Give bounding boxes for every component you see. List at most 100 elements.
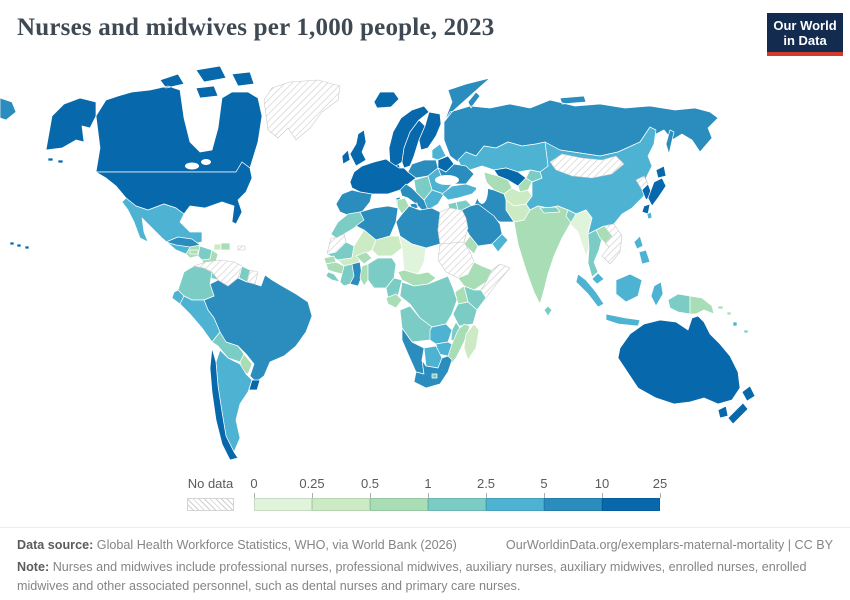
region-burkina-faso[interactable] [355, 251, 373, 265]
region-sakhalin[interactable] [665, 129, 675, 155]
footer: Data source: Global Health Workforce Sta… [0, 527, 850, 596]
great-lakes-west [185, 162, 199, 170]
region-uruguay[interactable] [248, 379, 261, 391]
region-central-europe[interactable] [407, 159, 439, 179]
region-hawaii[interactable] [9, 241, 30, 250]
region-uk[interactable] [349, 129, 367, 167]
caspian-sea [476, 176, 488, 204]
legend-band-6[interactable] [544, 498, 602, 511]
owid-logo[interactable]: Our World in Data [767, 13, 843, 56]
legend-tick-label: 0 [250, 476, 258, 491]
legend-band-1[interactable] [254, 498, 312, 511]
legend-tick-label: 2.5 [476, 476, 496, 491]
region-saudi-arabia[interactable] [461, 203, 503, 247]
region-colombia[interactable] [177, 265, 215, 301]
legend-no-data-swatch[interactable] [187, 498, 234, 511]
region-kazakhstan[interactable] [457, 141, 549, 173]
legend-band-7[interactable] [602, 498, 660, 511]
page-title: Nurses and midwives per 1,000 people, 20… [17, 14, 495, 41]
region-malaysia[interactable] [591, 272, 605, 285]
legend-tick-mark [660, 493, 661, 498]
region-dr-congo[interactable] [399, 275, 458, 328]
region-vanuatu[interactable] [732, 321, 738, 327]
region-indonesia[interactable] [575, 273, 664, 327]
region-suriname[interactable] [246, 269, 259, 285]
region-yemen[interactable] [463, 235, 479, 255]
header: Nurses and midwives per 1,000 people, 20… [17, 14, 750, 42]
legend-band-5[interactable] [486, 498, 544, 511]
region-greece[interactable] [423, 189, 445, 211]
data-source-line: Data source: Global Health Workforce Sta… [17, 536, 457, 555]
region-tanzania[interactable] [452, 301, 478, 327]
black-sea [435, 175, 459, 185]
owid-logo-line1: Our World [773, 18, 837, 33]
region-chile[interactable] [209, 347, 239, 461]
region-papua-new-guinea[interactable] [689, 295, 715, 315]
region-madagascar[interactable] [463, 323, 480, 361]
legend-tick-label: 10 [594, 476, 610, 491]
region-baltics[interactable] [431, 143, 447, 161]
legend-tick-mark [312, 493, 313, 498]
region-jamaica[interactable] [189, 249, 199, 255]
region-oman[interactable] [491, 233, 509, 253]
region-venezuela[interactable] [193, 259, 243, 287]
region-south-africa[interactable] [413, 355, 453, 389]
region-vietnam-cambodia[interactable] [601, 223, 623, 265]
region-philippines[interactable] [633, 235, 651, 265]
legend-tick-label: 1 [424, 476, 432, 491]
region-canada[interactable] [95, 65, 263, 173]
region-finland[interactable] [418, 111, 442, 151]
region-sri-lanka[interactable] [543, 305, 553, 317]
region-nigeria[interactable] [367, 257, 397, 289]
region-tajikistan[interactable] [517, 177, 533, 193]
region-dominican-republic[interactable] [220, 242, 231, 251]
region-puerto-rico[interactable] [237, 245, 246, 251]
legend-tick-label: 0.5 [360, 476, 380, 491]
data-source-text: Global Health Workforce Statistics, WHO,… [96, 538, 457, 552]
region-ireland[interactable] [341, 149, 351, 165]
region-west-papua[interactable] [667, 293, 691, 315]
owid-link[interactable]: OurWorldinData.org/exemplars-maternal-mo… [505, 538, 833, 552]
region-congo-gabon[interactable] [385, 293, 403, 309]
region-greenland[interactable] [263, 79, 341, 141]
region-zambia[interactable] [429, 323, 453, 345]
region-iberia[interactable] [335, 189, 373, 217]
region-morocco[interactable] [330, 211, 365, 239]
region-central-african-republic[interactable] [397, 269, 437, 287]
owid-logo-line2: in Data [783, 33, 827, 48]
region-cuba[interactable] [165, 236, 201, 248]
region-somalia[interactable] [480, 263, 511, 299]
region-new-zealand[interactable] [727, 385, 756, 425]
great-lakes-east [201, 159, 211, 165]
region-tunisia[interactable] [396, 197, 410, 215]
legend-tick-mark [428, 493, 429, 498]
region-cameroon[interactable] [385, 277, 403, 299]
region-iceland[interactable] [373, 91, 400, 109]
legend-tick-label: 5 [540, 476, 548, 491]
region-haiti[interactable] [213, 243, 222, 251]
region-alaska[interactable] [45, 97, 97, 164]
region-egypt[interactable] [437, 207, 469, 245]
region-mongolia[interactable] [549, 153, 625, 179]
region-sierra-leone-liberia[interactable] [325, 271, 341, 283]
legend-band-2[interactable] [312, 498, 370, 511]
legend-tick-label: 0.25 [299, 476, 325, 491]
region-australia[interactable] [617, 315, 741, 419]
region-peru[interactable] [179, 295, 221, 343]
region-nepal[interactable] [539, 206, 561, 214]
region-lesotho[interactable] [431, 373, 438, 379]
note-text: Nurses and midwives include professional… [17, 559, 807, 593]
region-ecuador[interactable] [171, 289, 185, 305]
legend-band-4[interactable] [428, 498, 486, 511]
region-solomon-islands[interactable] [717, 305, 732, 316]
legend-band-3[interactable] [370, 498, 428, 511]
region-togo-benin[interactable] [359, 263, 369, 287]
region-myanmar[interactable] [569, 209, 593, 257]
legend-tick-label: 25 [652, 476, 668, 491]
region-taiwan[interactable] [646, 211, 653, 220]
region-turkey[interactable] [441, 183, 479, 201]
region-india[interactable] [513, 205, 577, 305]
region-ghana[interactable] [349, 261, 363, 287]
region-fiji[interactable] [743, 329, 749, 334]
